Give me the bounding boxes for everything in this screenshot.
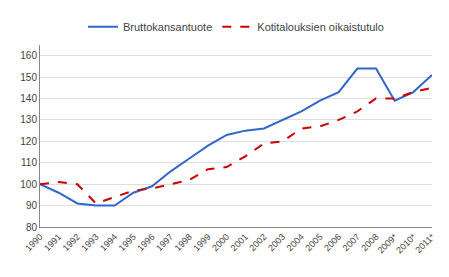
- svg-text:1990: 1990: [23, 232, 44, 253]
- svg-text:Kotitalouksien oikaistutulo: Kotitalouksien oikaistutulo: [257, 21, 384, 33]
- svg-text:1995: 1995: [117, 232, 138, 253]
- svg-text:100: 100: [20, 179, 37, 190]
- svg-text:2008: 2008: [359, 232, 380, 253]
- svg-text:1994: 1994: [98, 232, 119, 253]
- svg-text:2009*: 2009*: [376, 231, 400, 255]
- svg-text:2006: 2006: [322, 232, 343, 253]
- svg-text:140: 140: [20, 93, 37, 104]
- svg-text:1996: 1996: [135, 232, 156, 253]
- svg-text:2005: 2005: [303, 232, 324, 253]
- svg-text:2003: 2003: [266, 232, 287, 253]
- svg-text:1997: 1997: [154, 232, 175, 253]
- svg-text:1991: 1991: [42, 232, 63, 253]
- svg-text:130: 130: [20, 114, 37, 125]
- svg-text:Bruttokansantuote: Bruttokansantuote: [123, 21, 212, 33]
- svg-text:2007: 2007: [341, 232, 362, 253]
- svg-text:2000: 2000: [210, 232, 231, 253]
- svg-text:1998: 1998: [173, 232, 194, 253]
- svg-text:160: 160: [20, 50, 37, 61]
- svg-text:2004: 2004: [285, 232, 306, 253]
- svg-text:150: 150: [20, 72, 37, 83]
- svg-text:1993: 1993: [79, 232, 100, 253]
- svg-text:2002: 2002: [247, 232, 268, 253]
- svg-text:2010*: 2010*: [394, 231, 418, 255]
- svg-text:1999: 1999: [191, 232, 212, 253]
- svg-text:80: 80: [26, 222, 38, 233]
- svg-text:120: 120: [20, 136, 37, 147]
- svg-text:110: 110: [21, 157, 37, 168]
- svg-text:2001: 2001: [229, 232, 250, 253]
- svg-text:1992: 1992: [61, 232, 82, 253]
- svg-text:2011*: 2011*: [413, 231, 437, 255]
- svg-text:90: 90: [26, 200, 38, 211]
